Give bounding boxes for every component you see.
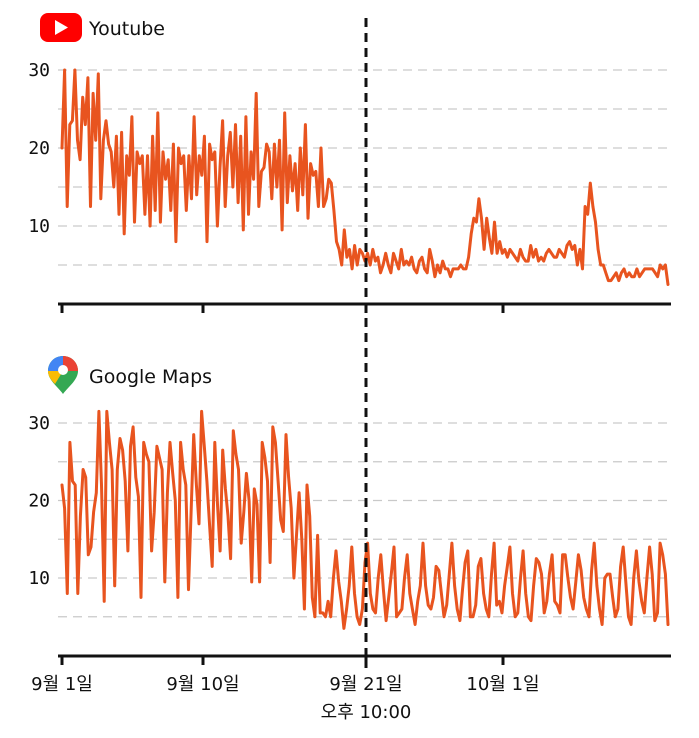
x-tick-label-oct-1: 10월 1일 bbox=[466, 674, 539, 695]
y-tick-label: 30 bbox=[28, 413, 50, 434]
google-maps-pin-icon bbox=[48, 356, 78, 394]
y-tick-label: 10 bbox=[28, 216, 50, 237]
youtube-panel: 10 20 30 Youtube bbox=[28, 13, 671, 313]
youtube-y-ticks: 10 20 30 bbox=[28, 60, 50, 237]
youtube-logo-icon bbox=[40, 13, 82, 42]
y-tick-label: 10 bbox=[28, 568, 50, 589]
x-tick-label-sep-1: 9월 1일 bbox=[31, 674, 93, 695]
x-tick-label-sep-21: 9월 21일 bbox=[329, 674, 402, 695]
google-maps-panel: 10 20 30 Google Maps bbox=[28, 356, 671, 665]
google-maps-y-ticks: 10 20 30 bbox=[28, 413, 50, 589]
youtube-panel-title: Youtube bbox=[88, 18, 165, 40]
event-marker-time-label: 오후 10:00 bbox=[321, 702, 412, 723]
youtube-series-line bbox=[60, 68, 670, 286]
y-tick-label: 20 bbox=[28, 491, 50, 512]
google-maps-panel-title: Google Maps bbox=[89, 366, 212, 388]
x-tick-label-sep-10: 9월 10일 bbox=[166, 674, 239, 695]
y-tick-label: 30 bbox=[28, 60, 50, 81]
y-tick-label: 20 bbox=[28, 138, 50, 159]
